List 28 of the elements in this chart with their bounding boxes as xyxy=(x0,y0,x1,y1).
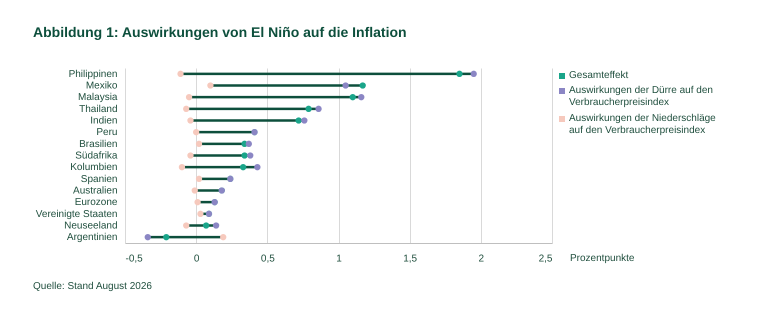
x-axis-title: Prozentpunkte xyxy=(570,253,635,264)
x-tick-label: 0 xyxy=(194,254,200,264)
x-tick-label: 2,5 xyxy=(538,254,553,264)
x-tick-label: 2 xyxy=(478,254,485,264)
y-tick-label: Kolumbien xyxy=(70,162,118,174)
y-tick-label: Südafrika xyxy=(75,150,118,162)
y-tick-label: Argentinien xyxy=(66,232,118,244)
y-tick-label: Vereinigte Staaten xyxy=(36,208,118,220)
y-tick-label: Philippinen xyxy=(68,68,118,80)
x-tick-label: 0,5 xyxy=(260,254,276,264)
y-tick-label: Neuseeland xyxy=(64,220,118,232)
chart-title: Abbildung 1: Auswirkungen von El Niño auf die Inflation xyxy=(33,24,407,40)
y-tick-label: Brasilien xyxy=(79,138,118,150)
y-tick-label: Australien xyxy=(73,186,118,196)
x-tick-label: -0,5 xyxy=(126,254,144,264)
y-tick-label: Indien xyxy=(90,116,118,126)
legend-label: Gesamteffekt xyxy=(569,70,629,81)
x-tick-label: 1,5 xyxy=(403,254,418,264)
legend-label: Auswirkungen der Niederschläge auf den Verbraucherpreisindex xyxy=(569,113,716,136)
y-tick-label: Eurozone xyxy=(74,197,118,208)
y-tick-label: Spanien xyxy=(80,174,118,185)
y-tick-label: Mexiko xyxy=(86,80,118,92)
y-tick-label: Thailand xyxy=(79,104,118,115)
y-tick-label: Malaysia xyxy=(78,92,118,104)
source-note: Quelle: Stand August 2026 xyxy=(33,281,152,292)
legend-label: Auswirkungen der Dürre auf den Verbraucherpreisindex xyxy=(569,85,713,108)
y-tick-label: Peru xyxy=(96,127,118,138)
x-tick-label: 1 xyxy=(336,254,342,264)
